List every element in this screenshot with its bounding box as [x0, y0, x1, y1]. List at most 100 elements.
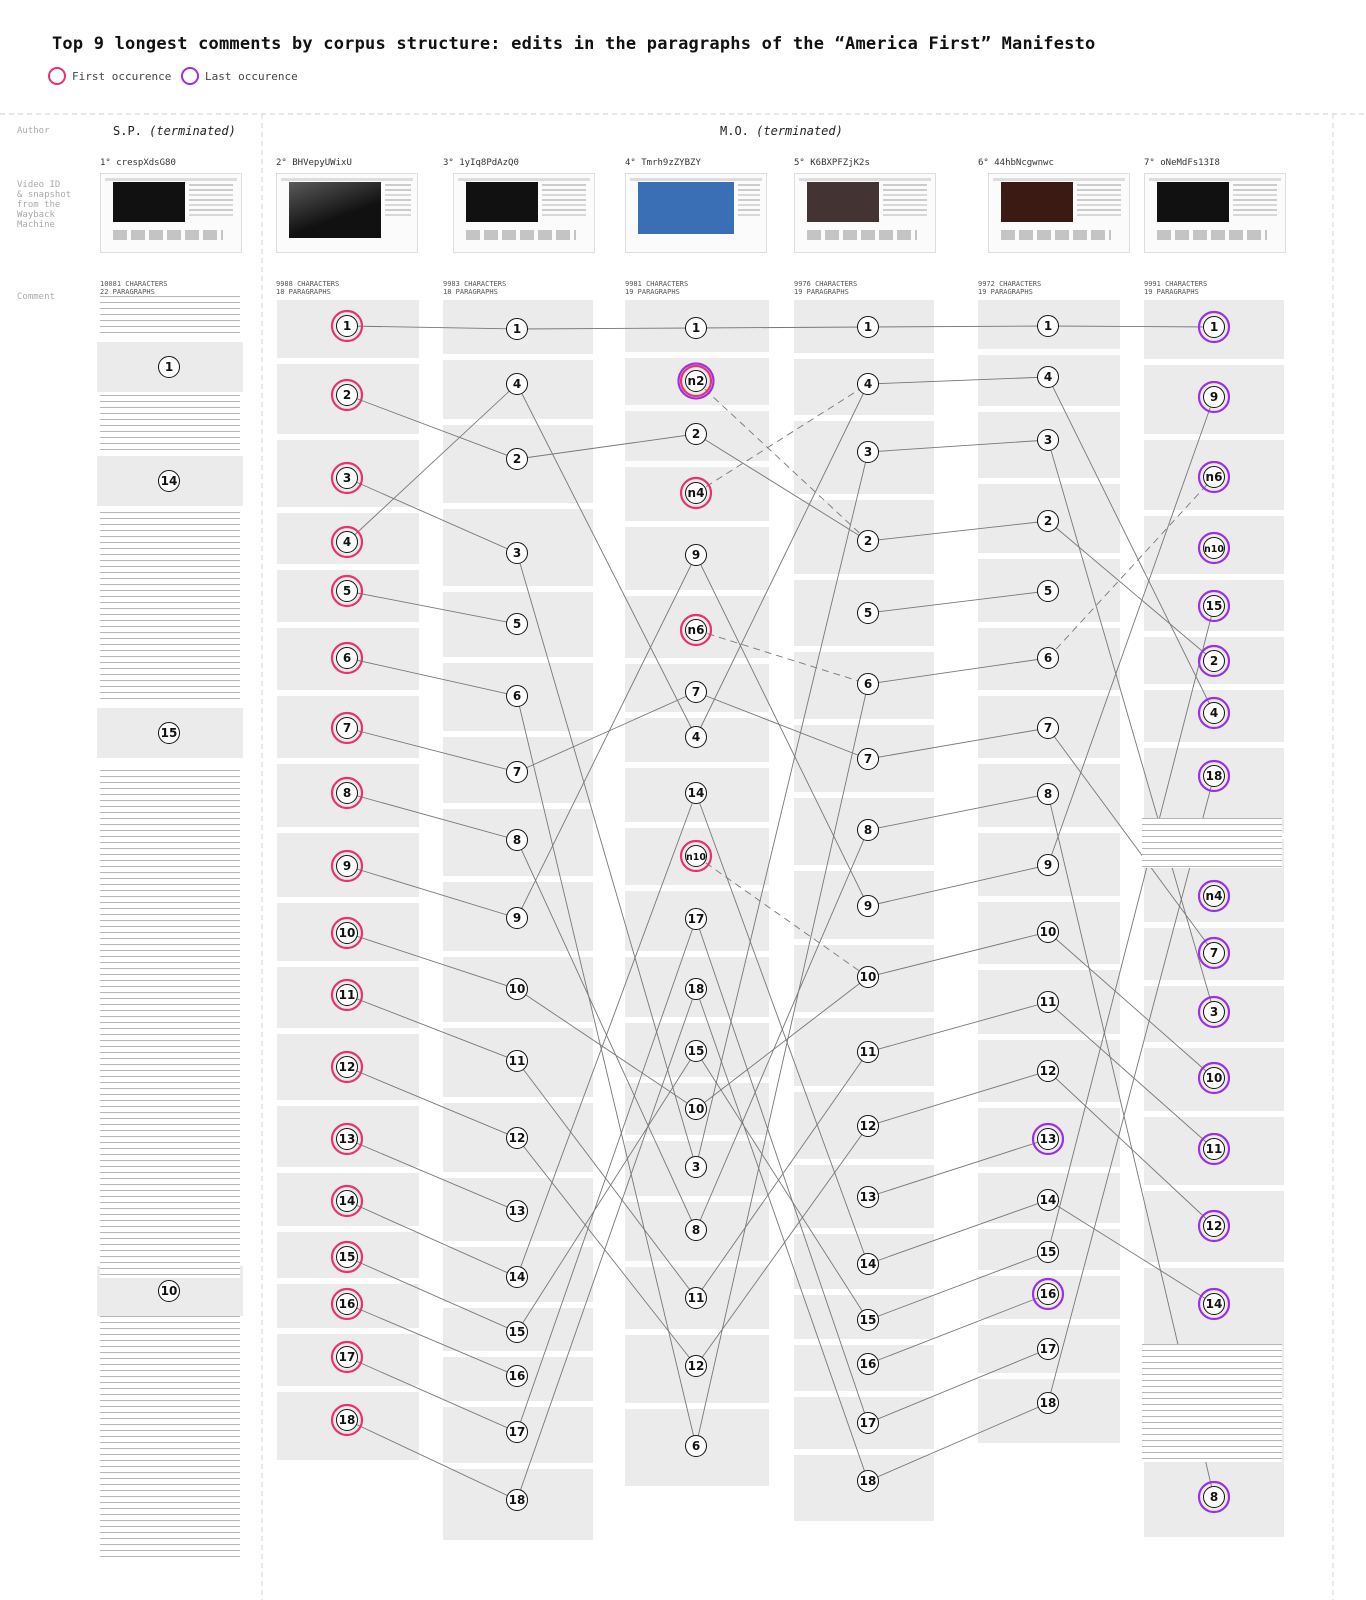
paragraph-block — [978, 559, 1120, 622]
paragraph-block — [443, 1308, 593, 1351]
paragraph-block — [794, 1455, 934, 1521]
comment-text-block — [1142, 818, 1282, 868]
paragraph-block — [1144, 300, 1284, 359]
paragraph-block — [277, 513, 419, 564]
row-label-comment: Comment — [17, 292, 55, 302]
paragraph-block — [625, 664, 769, 712]
paragraph-block — [277, 1173, 419, 1226]
paragraph-block — [625, 1267, 769, 1329]
paragraph-block — [443, 1469, 593, 1540]
col-header-3: 3° 1yIq8PdAzQ0 — [443, 158, 519, 168]
paragraph-block — [443, 300, 593, 354]
paragraph-block — [625, 1083, 769, 1135]
paragraph-block — [794, 798, 934, 865]
comment-text-block — [100, 1316, 240, 1560]
paragraph-block — [794, 421, 934, 494]
col-header-5: 5° K6BXPFZjK2s — [794, 158, 870, 168]
paragraph-block — [277, 967, 419, 1028]
paragraph-block — [277, 364, 419, 434]
paragraph-block — [1144, 365, 1284, 434]
paragraph-block — [277, 1034, 419, 1100]
paragraph-block — [978, 1173, 1120, 1223]
paragraph-block — [978, 300, 1120, 349]
paragraph-block — [794, 1234, 934, 1289]
paragraph-block — [443, 809, 593, 876]
paragraph-block — [443, 1103, 593, 1172]
col-header-7: 7° oNeMdFs13I8 — [1144, 158, 1220, 168]
paragraph-block — [1144, 690, 1284, 742]
paragraph-block — [978, 1379, 1120, 1443]
video-thumbnail — [625, 173, 767, 253]
col-header-6: 6° 44hbNcgwnwc — [978, 158, 1054, 168]
paragraph-block — [625, 828, 769, 885]
paragraph-block — [625, 300, 769, 352]
paragraph-block — [97, 342, 243, 392]
paragraph-block — [625, 768, 769, 822]
paragraph-block — [794, 945, 934, 1012]
paragraph-block — [625, 411, 769, 461]
col-header-1: 1° crespXdsG80 — [100, 158, 176, 168]
paragraph-block — [794, 300, 934, 353]
paragraph-block — [625, 358, 769, 405]
author-mo: M.O. (terminated) — [720, 124, 843, 138]
paragraph-block — [277, 628, 419, 690]
paragraph-block — [978, 484, 1120, 553]
paragraph-block — [978, 1325, 1120, 1373]
paragraph-block — [1144, 637, 1284, 684]
col-header-2: 2° BHVepyUWixU — [276, 158, 352, 168]
col-meta-4: 9981 CHARACTERS 19 PARAGRAPHS — [625, 280, 689, 296]
paragraph-block — [794, 1295, 934, 1339]
paragraph-block — [625, 718, 769, 762]
paragraph-block — [625, 891, 769, 951]
comment-text-block — [100, 296, 240, 338]
paragraph-block — [277, 300, 419, 358]
legend-first: First occurence — [48, 66, 171, 86]
paragraph-block — [1144, 1191, 1284, 1262]
paragraph-block — [443, 1178, 593, 1241]
paragraph-block — [443, 663, 593, 731]
paragraph-block — [1144, 1048, 1284, 1111]
author-sp: S.P. (terminated) — [113, 124, 236, 138]
paragraph-block — [625, 467, 769, 521]
col-meta-5: 9976 CHARACTERS 19 PARAGRAPHS — [794, 280, 858, 296]
paragraph-block — [277, 1334, 419, 1386]
paragraph-block — [97, 708, 243, 758]
paragraph-block — [443, 1357, 593, 1401]
paragraph-block — [978, 902, 1120, 964]
paragraph-block — [277, 696, 419, 758]
paragraph-block — [1144, 928, 1284, 980]
paragraph-block — [443, 882, 593, 951]
paragraph-block — [443, 509, 593, 586]
paragraph-block — [443, 1028, 593, 1097]
paragraph-block — [1144, 986, 1284, 1042]
paragraph-block — [443, 1247, 593, 1302]
video-thumbnail — [1144, 173, 1286, 253]
video-thumbnail — [100, 173, 242, 253]
col-meta-2: 9988 CHARACTERS 18 PARAGRAPHS — [276, 280, 340, 296]
paragraph-block — [277, 1232, 419, 1278]
paragraph-block — [277, 570, 419, 622]
paragraph-block — [443, 360, 593, 419]
paragraph-block — [277, 903, 419, 961]
paragraph-block — [978, 355, 1120, 406]
paragraph-block — [1144, 440, 1284, 510]
paragraph-block — [794, 1397, 934, 1449]
comment-text-block — [100, 770, 240, 1278]
paragraph-block — [978, 1108, 1120, 1167]
video-thumbnail — [453, 173, 595, 253]
paragraph-block — [794, 1165, 934, 1228]
paragraph-block — [277, 1106, 419, 1167]
comment-text-block — [1142, 1344, 1282, 1462]
first-ring-icon — [48, 67, 66, 85]
col-header-4: 4° Tmrh9zZYBZY — [625, 158, 701, 168]
paragraph-block — [1144, 1117, 1284, 1185]
paragraph-block — [443, 1407, 593, 1463]
paragraph-block — [978, 628, 1120, 690]
paragraph-block — [794, 1018, 934, 1086]
paragraph-block — [625, 527, 769, 590]
paragraph-block — [794, 652, 934, 719]
paragraph-block — [625, 1202, 769, 1261]
video-thumbnail — [276, 173, 418, 253]
paragraph-block — [443, 592, 593, 657]
paragraph-block — [794, 580, 934, 646]
